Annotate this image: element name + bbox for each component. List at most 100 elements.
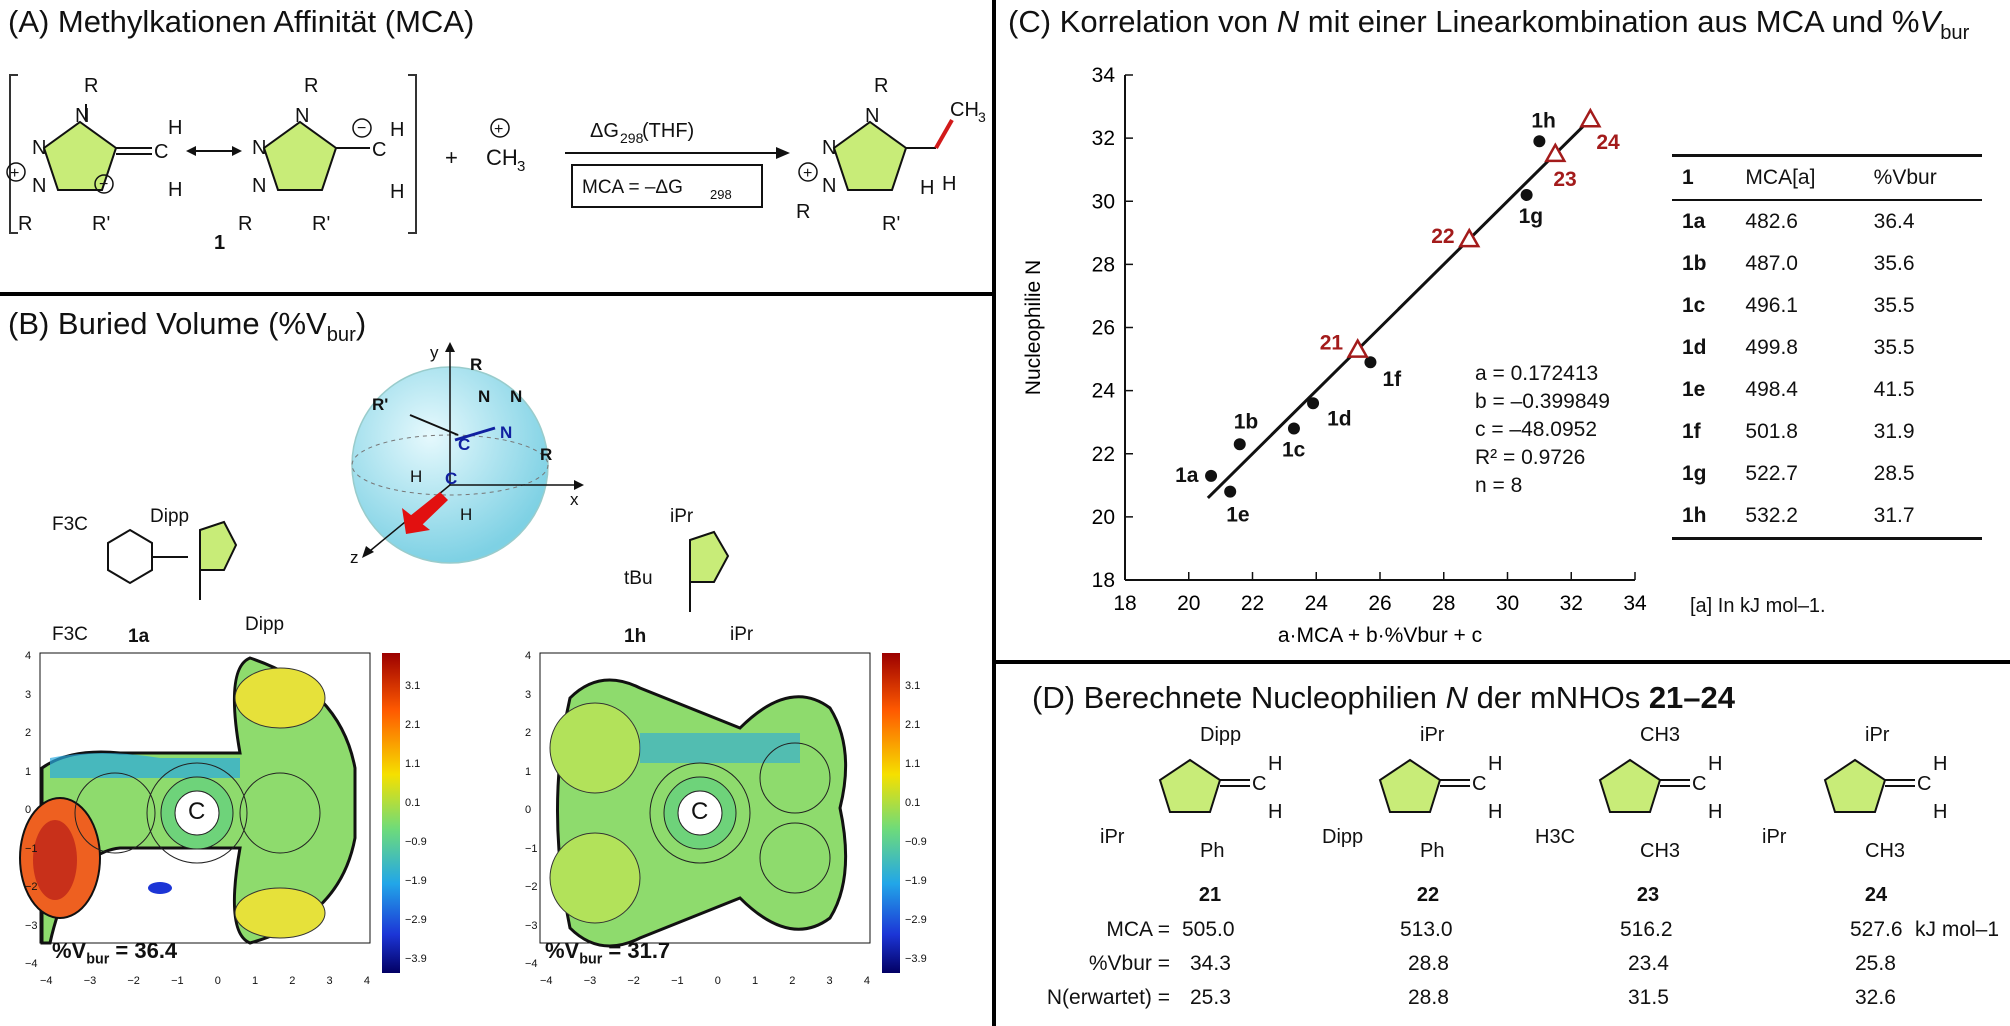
mca-22: 513.0 xyxy=(1400,918,1453,941)
row-label-vbur: %Vbur = xyxy=(1088,952,1170,975)
row-label-mca: MCA = xyxy=(1106,918,1170,941)
svg-text:N: N xyxy=(32,175,46,197)
y-tick-label: 20 xyxy=(1092,506,1115,529)
svg-text:+: + xyxy=(10,165,19,182)
compound-24-bottom: CH3 xyxy=(1865,840,1906,862)
x-tick-label: 34 xyxy=(1623,592,1647,615)
yticks-right: 4 3 2 1 0 −1 −2 −3 −4 xyxy=(525,650,538,970)
svg-text:N: N xyxy=(252,175,266,197)
data-point-22 xyxy=(1458,227,1481,248)
vbur-23: 23.4 xyxy=(1628,952,1669,975)
x-tick-label: 32 xyxy=(1560,592,1583,615)
svg-text:R': R' xyxy=(312,213,330,235)
point-label-24: 24 xyxy=(1596,131,1620,154)
svg-text:1: 1 xyxy=(214,232,225,254)
svg-text:R: R xyxy=(304,75,318,97)
colorbar-1a xyxy=(382,653,400,973)
compound-label-21: 21 xyxy=(1198,884,1222,906)
svg-text:+: + xyxy=(445,145,458,170)
x-tick-label: 20 xyxy=(1177,592,1200,615)
svg-text:3: 3 xyxy=(978,109,986,125)
x-tick-label: 26 xyxy=(1368,592,1391,615)
table-header-cell: %Vbur xyxy=(1873,166,1937,189)
data-point-24 xyxy=(1579,107,1602,128)
svg-text:N: N xyxy=(478,387,490,406)
table-header-cell: MCA[a] xyxy=(1745,166,1816,189)
divider-c-d xyxy=(994,660,2010,664)
svg-text:MCA = –ΔG: MCA = –ΔG xyxy=(582,177,683,198)
compound-label-24: 24 xyxy=(1864,884,1888,906)
svg-text:+: + xyxy=(803,165,812,182)
svg-text:H: H xyxy=(390,119,404,141)
svg-text:−: − xyxy=(99,176,108,193)
divider-vertical xyxy=(992,0,996,1026)
x-tick-label: 24 xyxy=(1305,592,1329,615)
svg-text:N: N xyxy=(510,387,522,406)
compound-22-top: iPr xyxy=(1420,724,1445,746)
stat-a: a = 0.172413 xyxy=(1475,362,1599,385)
svg-text:x: x xyxy=(570,490,579,509)
table-row: 1e 498.4 41.5 xyxy=(1682,378,1915,401)
compound-22-left: Dipp xyxy=(1322,826,1364,848)
mca-24: 527.6 xyxy=(1850,918,1903,941)
y-tick-label: 18 xyxy=(1092,569,1115,592)
svg-text:R': R' xyxy=(92,213,110,235)
n-21: 25.3 xyxy=(1190,986,1231,1009)
data-point-1d xyxy=(1307,397,1320,410)
xticks-right: −4 −3 −2 −1 0 1 2 3 4 xyxy=(540,975,870,987)
y-tick-label: 34 xyxy=(1092,64,1116,87)
svg-text:−: − xyxy=(357,120,366,137)
table-row: 1f 501.8 31.9 xyxy=(1682,420,1915,443)
svg-text:ΔG: ΔG xyxy=(590,120,619,142)
stat-b: b = –0.399849 xyxy=(1475,390,1610,413)
panel-b-title: (B) Buried Volume (%Vbur) xyxy=(8,306,367,347)
steric-map-1h: C %Vbur = 31.7 xyxy=(510,648,910,988)
svg-text:H: H xyxy=(390,181,404,203)
panel-c-title: (C) Korrelation von N mit einer Linearko… xyxy=(1008,4,1970,45)
colorbar-ticks-left: 3.1 2.1 1.1 0.1 −0.9 −1.9 −2.9 −3.9 xyxy=(405,680,427,965)
svg-text:298: 298 xyxy=(620,130,644,146)
vbur-24: 25.8 xyxy=(1855,952,1896,975)
compound-21-left: iPr xyxy=(1100,826,1125,848)
x-tick-label: 28 xyxy=(1432,592,1455,615)
buried-volume-sphere: y x z R R R' N N N C C H H xyxy=(350,342,584,567)
x-axis-label: a·MCA + b·%Vbur + c xyxy=(1278,624,1482,647)
svg-text:H: H xyxy=(1708,801,1722,823)
compound-23-bottom: CH3 xyxy=(1640,840,1681,862)
compound-24-top: iPr xyxy=(1865,724,1890,746)
svg-text:y: y xyxy=(430,343,439,362)
svg-text:H: H xyxy=(920,177,934,199)
map-center-label: C xyxy=(188,798,206,825)
svg-text:N: N xyxy=(822,137,836,159)
svg-text:CH: CH xyxy=(486,145,518,170)
y-tick-label: 24 xyxy=(1092,380,1116,403)
compound-label-23: 23 xyxy=(1636,884,1660,906)
svg-text:C: C xyxy=(372,139,386,161)
stat-n: n = 8 xyxy=(1475,474,1523,497)
point-label-23: 23 xyxy=(1553,168,1576,191)
molecule-1h: iPr tBu iPr 1h xyxy=(624,506,754,647)
mnho-rings: CHH CHH CHH CHH xyxy=(1158,753,1947,823)
y-tick-label: 30 xyxy=(1092,190,1115,213)
svg-text:N: N xyxy=(75,105,89,127)
svg-text:H: H xyxy=(1268,753,1282,775)
data-point-1h xyxy=(1533,135,1546,148)
compound-21-top: Dipp xyxy=(1200,724,1242,746)
data-point-1g xyxy=(1520,188,1533,201)
point-label-1b: 1b xyxy=(1234,410,1259,433)
compound-23-top: CH3 xyxy=(1640,724,1681,746)
point-label-1d: 1d xyxy=(1327,407,1352,430)
steric-map-1a: C %Vbur = 36.4 xyxy=(10,648,410,988)
panel-d-title: (D) Berechnete Nucleophilien N der mNHOs… xyxy=(1032,680,1736,715)
colorbar-1h xyxy=(882,653,900,973)
svg-text:C: C xyxy=(1472,773,1486,795)
y-tick-label: 32 xyxy=(1092,127,1115,150)
svg-text:H: H xyxy=(1708,753,1722,775)
svg-text:H: H xyxy=(460,505,472,524)
table-row: 1a 482.6 36.4 xyxy=(1682,210,1915,233)
panel-a-scheme: N N N R C H H R R' + − N N N R xyxy=(6,74,986,254)
mca-unit: kJ mol–1 xyxy=(1915,918,2000,941)
svg-text:N: N xyxy=(822,175,836,197)
panel-a-title: (A) Methylkationen Affinität (MCA) xyxy=(8,4,475,39)
